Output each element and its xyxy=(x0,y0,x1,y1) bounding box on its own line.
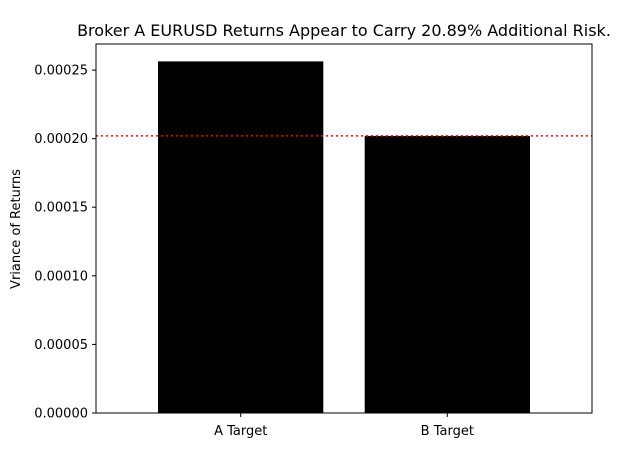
bar-b-target xyxy=(364,135,530,413)
y-tick-label: 0.00000 xyxy=(34,407,88,422)
y-axis-label: Vriance of Returns xyxy=(9,169,24,289)
plot-frame xyxy=(95,43,593,414)
y-tick-label: 0.00015 xyxy=(34,201,88,216)
x-axis-ticks: A Target B Target xyxy=(214,413,474,439)
y-tick-label: 0.00025 xyxy=(34,64,88,79)
y-axis-ticks: 0.00000 0.00005 0.00010 0.00015 0.00020 0.000… xyxy=(34,64,96,422)
y-tick-label: 0.00010 xyxy=(34,269,88,284)
x-tick-label: B Target xyxy=(421,424,474,439)
chart-title: Broker A EURUSD Returns Appear to Carry … xyxy=(77,21,611,40)
bars xyxy=(158,61,530,414)
bar-a-target xyxy=(158,61,324,414)
x-tick-label: A Target xyxy=(214,424,267,439)
y-tick-label: 0.00005 xyxy=(34,338,88,353)
y-tick-label: 0.00020 xyxy=(34,132,88,147)
